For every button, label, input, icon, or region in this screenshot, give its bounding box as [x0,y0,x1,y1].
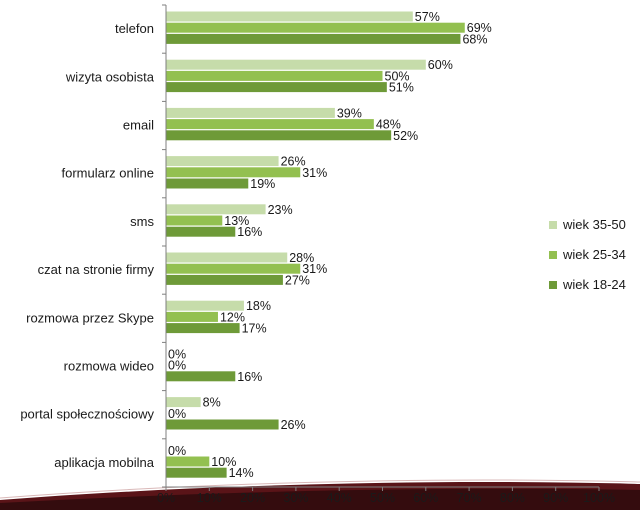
data-label-rozmowa-przez-skype-wiek-18-24: 17% [242,322,267,336]
x-tick-label-4: 40% [327,491,352,505]
data-label-rozmowa-wideo-wiek-25-34: 0% [168,359,186,373]
bar-formularz-online-wiek-35-50 [166,156,279,167]
bar-wizyta-osobista-wiek-18-24 [166,82,387,93]
x-tick-label-1: 10% [197,491,222,505]
data-label-sms-wiek-18-24: 16% [237,225,262,239]
data-label-czat-na-stronie-firmy-wiek-25-34: 31% [302,262,327,276]
bar-telefon-wiek-35-50 [166,11,413,22]
category-label-aplikacja-mobilna: aplikacja mobilna [54,455,154,470]
bar-rozmowa-przez-skype-wiek-18-24 [166,323,240,334]
data-label-formularz-online-wiek-35-50: 26% [281,155,306,169]
data-label-wizyta-osobista-wiek-35-50: 60% [428,58,453,72]
legend-swatch-wiek-25-34 [549,251,557,259]
legend-label-wiek-35-50: wiek 35-50 [562,217,626,232]
bar-czat-na-stronie-firmy-wiek-25-34 [166,263,301,274]
category-label-rozmowa-przez-skype: rozmowa przez Skype [26,310,154,325]
data-label-czat-na-stronie-firmy-wiek-18-24: 27% [285,273,310,287]
bar-czat-na-stronie-firmy-wiek-18-24 [166,274,283,285]
category-label-wizyta-osobista: wizyta osobista [65,69,155,84]
category-label-czat-na-stronie-firmy: czat na stronie firmy [38,262,155,277]
data-label-wizyta-osobista-wiek-18-24: 51% [389,81,414,95]
data-label-formularz-online-wiek-25-34: 31% [302,166,327,180]
bar-email-wiek-18-24 [166,130,392,141]
data-label-aplikacja-mobilna-wiek-35-50: 0% [168,444,186,458]
bar-aplikacja-mobilna-wiek-25-34 [166,456,210,467]
bar-sms-wiek-25-34 [166,215,223,226]
bar-czat-na-stronie-firmy-wiek-35-50 [166,252,288,263]
bar-telefon-wiek-18-24 [166,33,461,44]
bar-rozmowa-przez-skype-wiek-35-50 [166,300,244,311]
data-label-sms-wiek-25-34: 13% [224,214,249,228]
data-label-email-wiek-25-34: 48% [376,118,401,132]
data-label-portal-spo-eczno-ciowy-wiek-35-50: 8% [203,396,221,410]
bar-wizyta-osobista-wiek-35-50 [166,59,426,70]
data-label-portal-spo-eczno-ciowy-wiek-25-34: 0% [168,407,186,421]
x-tick-label-9: 90% [543,491,568,505]
data-label-sms-wiek-35-50: 23% [268,203,293,217]
data-label-rozmowa-wideo-wiek-35-50: 0% [168,347,186,361]
x-tick-label-2: 20% [240,491,265,505]
legend-label-wiek-25-34: wiek 25-34 [562,247,626,262]
bar-formularz-online-wiek-18-24 [166,178,249,189]
bar-sms-wiek-35-50 [166,204,266,215]
bar-wizyta-osobista-wiek-25-34 [166,70,383,81]
legend-label-wiek-18-24: wiek 18-24 [562,277,626,292]
x-tick-label-8: 80% [500,491,525,505]
data-label-rozmowa-przez-skype-wiek-25-34: 12% [220,310,245,324]
bar-telefon-wiek-25-34 [166,22,465,33]
bar-portal-spo-eczno-ciowy-wiek-35-50 [166,397,201,408]
category-label-sms: sms [130,214,154,229]
bar-email-wiek-25-34 [166,119,374,130]
data-label-aplikacja-mobilna-wiek-25-34: 10% [211,455,236,469]
data-label-formularz-online-wiek-18-24: 19% [250,177,275,191]
footer-swoosh-shadow [0,488,640,510]
data-label-telefon-wiek-35-50: 57% [415,10,440,24]
bar-portal-spo-eczno-ciowy-wiek-18-24 [166,419,279,430]
bar-sms-wiek-18-24 [166,226,236,237]
data-label-rozmowa-przez-skype-wiek-35-50: 18% [246,299,271,313]
data-label-email-wiek-35-50: 39% [337,106,362,120]
category-label-telefon: telefon [115,21,154,36]
x-tick-label-10: 100% [583,491,615,505]
data-label-telefon-wiek-25-34: 69% [467,21,492,35]
data-label-aplikacja-mobilna-wiek-18-24: 14% [229,466,254,480]
bar-aplikacja-mobilna-wiek-18-24 [166,467,227,478]
category-label-formularz-online: formularz online [62,166,155,181]
data-label-portal-spo-eczno-ciowy-wiek-18-24: 26% [281,418,306,432]
footer-swoosh-highlight [0,479,640,499]
legend-swatch-wiek-35-50 [549,221,557,229]
data-label-telefon-wiek-18-24: 68% [462,32,487,46]
data-label-wizyta-osobista-wiek-25-34: 50% [385,69,410,83]
x-tick-label-3: 30% [283,491,308,505]
x-tick-label-5: 50% [370,491,395,505]
x-tick-label-0: 0% [157,491,175,505]
bar-rozmowa-przez-skype-wiek-25-34 [166,311,218,322]
category-label-portal-spo-eczno-ciowy: portal społecznościowy [20,407,154,422]
legend-swatch-wiek-18-24 [549,281,557,289]
x-tick-label-7: 70% [457,491,482,505]
data-label-czat-na-stronie-firmy-wiek-35-50: 28% [289,251,314,265]
bar-rozmowa-wideo-wiek-18-24 [166,371,236,382]
x-tick-label-6: 60% [413,491,438,505]
bar-email-wiek-35-50 [166,107,335,118]
category-label-rozmowa-wideo: rozmowa wideo [64,359,154,374]
category-label-email: email [123,118,154,133]
bar-formularz-online-wiek-25-34 [166,167,301,178]
data-label-email-wiek-18-24: 52% [393,129,418,143]
data-label-rozmowa-wideo-wiek-18-24: 16% [237,370,262,384]
